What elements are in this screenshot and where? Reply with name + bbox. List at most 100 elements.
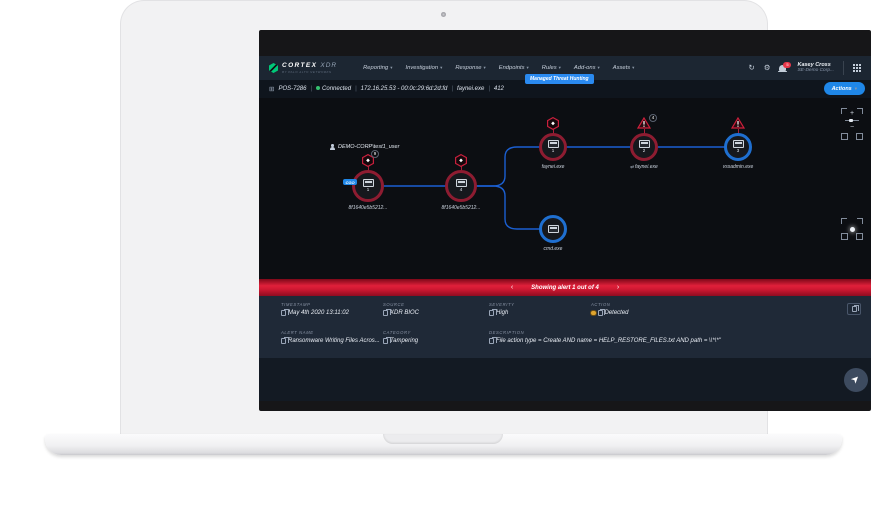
send-feedback-button[interactable]: ➤ [844, 368, 868, 392]
connected-dot-icon [316, 86, 321, 90]
process-node-cgo[interactable]: 1 [352, 170, 384, 202]
copy-all-button[interactable] [847, 303, 861, 315]
actions-button[interactable]: Actions ▾ [823, 82, 865, 95]
copy-icon[interactable] [383, 309, 391, 317]
node-label[interactable]: vssadmin.exe [722, 164, 754, 170]
copy-icon[interactable] [281, 337, 289, 345]
nav-item-response[interactable]: Response ▾ [455, 65, 485, 71]
caret-down-icon: ▾ [483, 65, 486, 70]
notification-badge: 5 [783, 62, 792, 68]
alert-shield-icon[interactable] [547, 117, 559, 130]
next-alert-button[interactable]: › [616, 284, 620, 291]
alert-stem [643, 129, 645, 135]
nav-item-label: Add-ons [573, 65, 596, 71]
alert-count-badge[interactable]: 4 [649, 114, 657, 122]
zoom-control[interactable]: + − [841, 108, 863, 140]
center-view-control[interactable] [841, 218, 863, 240]
process-node[interactable]: 2 [630, 133, 658, 161]
field-label: SOURCE [383, 302, 405, 307]
process-node[interactable]: 4 [445, 170, 477, 202]
apps-grid-icon[interactable] [853, 64, 861, 72]
host-address: 172.16.25.53 - 00:0c:29:6d:2d:fd [360, 86, 448, 92]
causality-graph: DEMO-CORP\test1_user CGO 9 1 8f1640e5b52… [259, 98, 871, 279]
user-menu[interactable]: Kasey Cross SE-Demo Corp... [797, 62, 834, 74]
category-value: Tampering [390, 338, 419, 345]
process-node[interactable] [539, 215, 567, 243]
cortex-logo-text: CORTEX XDR BY PALO ALTO NETWORKS [282, 61, 338, 74]
zoom-slider[interactable] [845, 118, 859, 122]
warning-triangle-icon[interactable] [637, 117, 651, 129]
gear-icon[interactable]: ⚙ [763, 63, 771, 73]
alert-banner: ‹ Showing alert 1 out of 4 › [259, 279, 871, 296]
copy-icon[interactable] [597, 309, 605, 317]
nav-item-add-ons[interactable]: Add-ons ▾ [574, 65, 600, 71]
nav-item-investigation[interactable]: Investigation ▾ [406, 65, 443, 71]
logo-suffix: XDR [320, 61, 338, 69]
nav-item-reporting[interactable]: Reporting ▾ [363, 65, 392, 71]
zoom-out-icon[interactable]: − [849, 124, 855, 131]
alert-name-value: Ransomware Writing Files Acros... [288, 338, 380, 345]
nav-item-label: Assets [612, 65, 631, 71]
nav-item-rules[interactable]: Rules ▾ [542, 65, 561, 71]
host-grid-icon: ⊞ [269, 86, 275, 93]
caret-down-icon: ▾ [390, 65, 393, 70]
node-label[interactable]: faynei.exe [541, 164, 565, 170]
person-icon [330, 144, 335, 150]
process-icon [362, 179, 374, 188]
nav-item-label: Endpoints [498, 65, 525, 71]
nav-item-label: Investigation [405, 65, 439, 71]
process-icon [455, 179, 467, 188]
process-icon [732, 140, 744, 149]
node-label[interactable]: ⇄faynei.exe [599, 164, 689, 170]
center-dot-icon [849, 226, 855, 232]
nav-item-endpoints[interactable]: Endpoints ▾ [499, 65, 529, 71]
caret-down-icon: ▾ [526, 65, 529, 70]
refresh-icon[interactable]: ↻ [748, 63, 755, 73]
nav-item-assets[interactable]: Assets ▾ [613, 65, 635, 71]
user-label: DEMO-CORP\test1_user [330, 144, 399, 150]
field-label: DESCRIPTION [489, 330, 525, 335]
node-label[interactable]: cmd.exe [543, 246, 563, 252]
cortex-logo[interactable]: CORTEX XDR BY PALO ALTO NETWORKS [269, 61, 338, 74]
laptop-notch [383, 434, 503, 444]
user-org: SE-Demo Corp... [797, 68, 834, 74]
copy-icon[interactable] [489, 337, 497, 345]
process-icon [547, 224, 559, 233]
laptop-bezel: CORTEX XDR BY PALO ALTO NETWORKS Reporti… [120, 0, 871, 440]
description-value: File action type = Create AND name = HEL… [496, 338, 721, 345]
prev-alert-button[interactable]: ‹ [510, 284, 514, 291]
node-label[interactable]: 8f1640e5b5212... [348, 205, 388, 211]
nav-item-label: Response [455, 65, 482, 71]
alert-details-panel: TIMESTAMP May 4th 2020 13:11:02 SOURCE X… [259, 296, 871, 358]
process-node[interactable]: 1 [539, 133, 567, 161]
field-label: SEVERITY [489, 302, 515, 307]
copy-icon[interactable] [489, 309, 497, 317]
severity-value: High [496, 310, 509, 317]
graph-edges [368, 146, 738, 230]
managed-threat-hunting-badge[interactable]: Managed Threat Hunting [525, 74, 594, 84]
timestamp-value: May 4th 2020 13:11:02 [288, 310, 349, 317]
process-node[interactable]: 3 [724, 133, 752, 161]
zoom-in-icon[interactable]: + [849, 110, 855, 117]
node-count: 4 [459, 187, 463, 193]
copy-icon[interactable] [281, 309, 289, 317]
caret-down-icon: ▾ [597, 65, 600, 70]
caret-down-icon: ▾ [558, 65, 561, 70]
alert-count-badge[interactable]: 9 [371, 150, 379, 158]
separator: | [355, 86, 357, 92]
user-label-text: DEMO-CORP\test1_user [338, 144, 400, 150]
process-icon [547, 140, 559, 149]
cortex-xdr-screen: CORTEX XDR BY PALO ALTO NETWORKS Reporti… [259, 30, 871, 411]
nav-item-label: Reporting [363, 65, 389, 71]
node-count: 3 [736, 148, 740, 154]
node-label[interactable]: 8f1640e5b5212... [441, 205, 481, 211]
cgo-badge: CGO [343, 179, 358, 185]
separator: | [451, 86, 453, 92]
notifications-button[interactable]: 5 [778, 62, 792, 72]
copy-icon[interactable] [383, 337, 391, 345]
alert-shield-icon[interactable] [455, 154, 467, 167]
node-label-text: faynei.exe [634, 164, 658, 170]
laptop-base [45, 434, 842, 455]
warning-triangle-icon[interactable] [731, 117, 745, 129]
copy-icon [851, 305, 859, 312]
